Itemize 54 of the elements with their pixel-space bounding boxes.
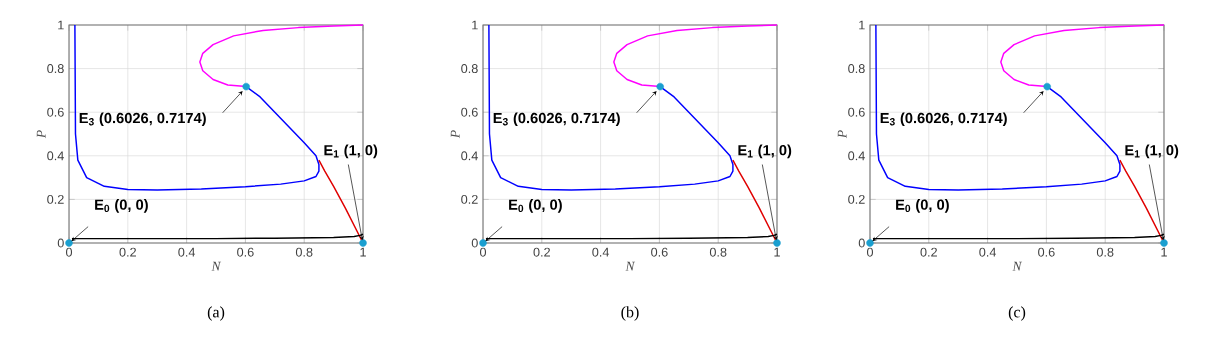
y-tick-label: 0.2	[848, 194, 865, 204]
annotation: E$_{3}$ (0.6026, 0.7174)	[493, 112, 620, 127]
y-tick-label: 0.6	[47, 107, 64, 117]
y-axis-title: P	[450, 130, 460, 139]
x-tick-label: 0.6	[651, 247, 668, 257]
y-axis-title: P	[837, 130, 847, 139]
x-tick-label: 0.8	[709, 247, 727, 257]
y-tick-label: 0	[858, 238, 865, 248]
y-tick-label: 0.2	[47, 194, 64, 204]
x-tick-label: 0.4	[178, 247, 196, 257]
annotation: E$_{0}$ (0, 0)	[95, 199, 148, 213]
y-tick-label: 0.6	[461, 107, 478, 117]
y-tick-label: 0.8	[848, 64, 865, 74]
x-tick-label: 0.8	[295, 247, 313, 257]
x-tick-label: 0.2	[119, 247, 136, 257]
x-tick-label: 0	[866, 247, 874, 257]
text: (c)	[1008, 306, 1026, 321]
y-tick-label: 0.4	[848, 151, 865, 161]
x-tick-label: 0.2	[533, 247, 550, 257]
annotation: E$_{3}$ (0.6026, 0.7174)	[880, 112, 1007, 127]
y-tick-label: 1	[859, 20, 865, 30]
text: (b)	[621, 306, 639, 321]
x-tick-label: 0	[66, 247, 73, 257]
annotation: E$_{1}$ (1, 0)	[738, 144, 792, 159]
text: (a)	[207, 306, 225, 321]
x-tick-label: 1	[360, 247, 366, 257]
y-tick-label: 0.2	[461, 194, 478, 204]
y-tick-label: 0	[57, 238, 64, 248]
x-tick-label: 0.2	[920, 247, 937, 257]
x-tick-label: 0.8	[1096, 247, 1114, 257]
x-axis-title: N	[625, 261, 636, 271]
annotation: E$_{0}$ (0, 0)	[896, 199, 949, 213]
x-tick-label: 1	[1161, 247, 1167, 257]
y-tick-label: 0.4	[47, 151, 64, 161]
y-tick-label: 0	[471, 238, 478, 248]
annotation: E$_{1}$ (1, 0)	[324, 144, 378, 159]
x-tick-label: 0.6	[1038, 247, 1055, 257]
y-tick-label: 1	[472, 20, 478, 30]
x-axis-title: N	[1012, 261, 1023, 271]
x-axis-title: N	[211, 261, 222, 271]
y-tick-label: 0.8	[461, 64, 478, 74]
x-tick-label: 0.4	[592, 247, 610, 257]
x-tick-label: 0.4	[979, 247, 997, 257]
y-tick-label: 0.4	[461, 151, 478, 161]
y-tick-label: 0.8	[47, 64, 64, 74]
y-tick-label: 0.6	[848, 107, 865, 117]
y-tick-label: 1	[58, 20, 64, 30]
x-tick-label: 0.6	[237, 247, 254, 257]
x-tick-label: 0	[479, 247, 487, 257]
y-axis-title: P	[36, 130, 46, 139]
annotation: E$_{3}$ (0.6026, 0.7174)	[79, 112, 206, 127]
x-tick-label: 1	[774, 247, 780, 257]
annotation: E$_{1}$ (1, 0)	[1125, 144, 1179, 159]
annotation: E$_{0}$ (0, 0)	[509, 199, 562, 213]
